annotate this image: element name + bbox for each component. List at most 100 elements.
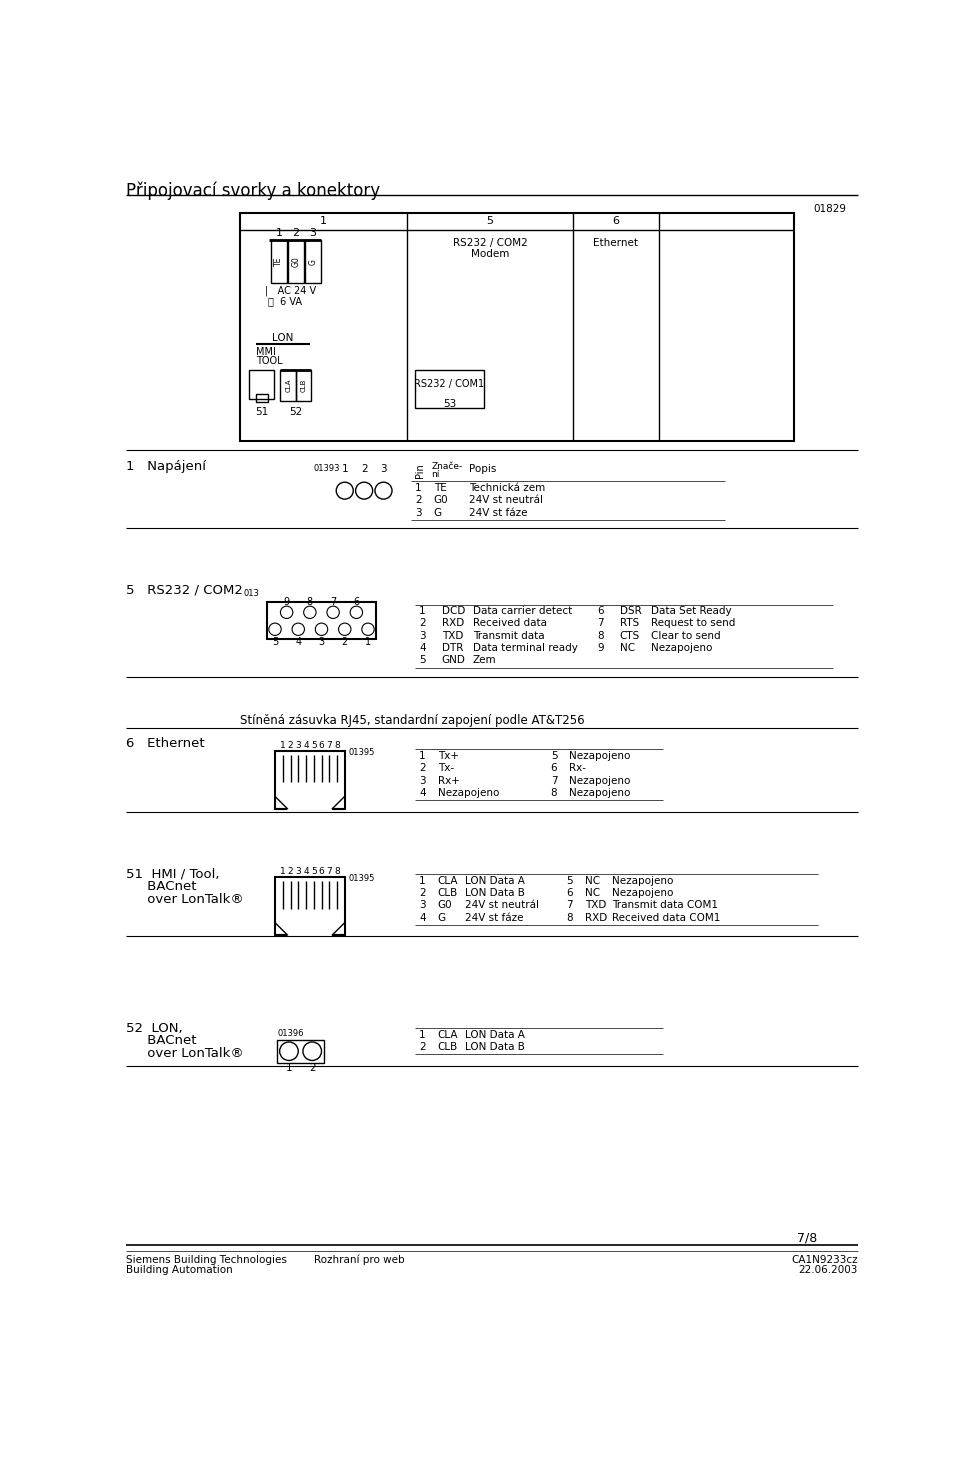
Text: TOOL: TOOL — [255, 356, 282, 366]
Text: 4: 4 — [419, 913, 425, 923]
Text: Rozhraní pro web: Rozhraní pro web — [314, 1254, 404, 1266]
Text: Received data: Received data — [472, 618, 546, 628]
Text: 1: 1 — [320, 216, 327, 226]
Text: 5: 5 — [311, 868, 317, 876]
Text: 1   Napájení: 1 Napájení — [126, 459, 206, 472]
Text: 2: 2 — [342, 637, 348, 647]
Text: Zem: Zem — [472, 656, 496, 665]
Text: 5   RS232 / COM2: 5 RS232 / COM2 — [126, 583, 243, 596]
Text: NC: NC — [585, 888, 600, 898]
Bar — [240, 213, 794, 440]
Text: 3: 3 — [296, 741, 301, 749]
Bar — [255, 395, 268, 402]
Text: 8: 8 — [334, 741, 340, 749]
Text: Building Automation: Building Automation — [126, 1264, 233, 1274]
Text: 24V st fáze: 24V st fáze — [465, 913, 523, 923]
Text: Ethernet: Ethernet — [593, 238, 638, 248]
Text: 7/8: 7/8 — [797, 1232, 818, 1244]
Text: G: G — [308, 258, 318, 264]
Text: CTS: CTS — [620, 631, 640, 642]
Text: 6   Ethernet: 6 Ethernet — [126, 738, 204, 749]
Text: Ⓣ  6 VA: Ⓣ 6 VA — [268, 296, 302, 306]
Text: 3: 3 — [419, 631, 425, 642]
Text: TXD: TXD — [585, 900, 607, 910]
Text: LON Data A: LON Data A — [465, 876, 525, 885]
Bar — [250, 370, 275, 399]
Text: MMI: MMI — [255, 347, 276, 357]
Text: ní: ní — [432, 469, 440, 478]
Text: Rx+: Rx+ — [438, 776, 460, 786]
Text: 1: 1 — [419, 607, 425, 617]
Text: Nezapojeno: Nezapojeno — [438, 787, 499, 798]
Text: CLB: CLB — [300, 379, 306, 392]
Text: LON Data B: LON Data B — [465, 1042, 525, 1053]
Text: 5: 5 — [551, 751, 558, 761]
Text: RXD: RXD — [442, 618, 464, 628]
Text: 5: 5 — [311, 741, 317, 749]
Text: 1: 1 — [419, 876, 425, 885]
Text: 1: 1 — [280, 868, 286, 876]
Text: 8: 8 — [551, 787, 558, 798]
Text: Data carrier detect: Data carrier detect — [472, 607, 572, 617]
Bar — [267, 602, 375, 639]
Text: CLB: CLB — [438, 888, 458, 898]
Text: Received data COM1: Received data COM1 — [612, 913, 721, 923]
Text: CLA: CLA — [438, 1029, 458, 1040]
Text: G: G — [434, 507, 442, 518]
Bar — [275, 751, 345, 809]
Text: 1: 1 — [280, 741, 286, 749]
Text: 8: 8 — [597, 631, 604, 642]
Text: 6: 6 — [612, 216, 619, 226]
Text: 4: 4 — [419, 787, 425, 798]
Text: 7: 7 — [326, 868, 332, 876]
Text: LON: LON — [272, 332, 294, 343]
Text: 1: 1 — [342, 464, 348, 474]
Text: 4: 4 — [303, 868, 309, 876]
Bar — [280, 370, 296, 401]
Text: 2: 2 — [309, 1063, 316, 1073]
Text: 6: 6 — [319, 741, 324, 749]
Text: 5: 5 — [419, 656, 425, 665]
Bar — [287, 796, 332, 811]
Text: 7: 7 — [566, 900, 573, 910]
Text: Nezapojeno: Nezapojeno — [651, 643, 712, 653]
Text: Stíněná zásuvka RJ45, standardní zapojení podle AT&T256: Stíněná zásuvka RJ45, standardní zapojen… — [240, 714, 585, 728]
Text: RS232 / COM2: RS232 / COM2 — [453, 238, 527, 248]
Bar — [288, 241, 303, 283]
Text: LON Data B: LON Data B — [465, 888, 525, 898]
Text: 3: 3 — [380, 464, 387, 474]
Text: 24V st neutrál: 24V st neutrál — [465, 900, 539, 910]
Text: 6: 6 — [551, 763, 558, 773]
Text: 8: 8 — [334, 868, 340, 876]
Text: Siemens Building Technologies: Siemens Building Technologies — [126, 1254, 287, 1264]
Text: Nezapojeno: Nezapojeno — [569, 776, 631, 786]
Text: RS232 / COM1: RS232 / COM1 — [415, 379, 485, 389]
Text: 7: 7 — [551, 776, 558, 786]
Text: 3: 3 — [296, 868, 301, 876]
Text: 4: 4 — [303, 741, 309, 749]
Text: CA1N9233cz: CA1N9233cz — [791, 1254, 858, 1264]
Text: Tx+: Tx+ — [438, 751, 459, 761]
Text: Data terminal ready: Data terminal ready — [472, 643, 578, 653]
Text: 52  LON,: 52 LON, — [126, 1022, 182, 1035]
Text: Znače-: Znače- — [432, 462, 463, 471]
Text: Modem: Modem — [470, 249, 509, 260]
Text: DTR: DTR — [442, 643, 463, 653]
Text: 4: 4 — [295, 637, 301, 647]
Bar — [305, 241, 321, 283]
Text: RTS: RTS — [620, 618, 639, 628]
Text: |   AC 24 V: | AC 24 V — [265, 286, 316, 296]
Text: 2: 2 — [288, 741, 294, 749]
Text: 01395: 01395 — [348, 748, 375, 757]
Text: Request to send: Request to send — [651, 618, 735, 628]
Text: 01395: 01395 — [348, 875, 375, 884]
Text: 01396: 01396 — [277, 1029, 303, 1038]
Text: Připojovací svorky a konektory: Připojovací svorky a konektory — [126, 181, 380, 200]
Text: G0: G0 — [434, 496, 448, 506]
Text: Tx-: Tx- — [438, 763, 454, 773]
Text: Transmit data COM1: Transmit data COM1 — [612, 900, 718, 910]
Text: 2: 2 — [288, 868, 294, 876]
Text: Nezapojeno: Nezapojeno — [612, 876, 674, 885]
Text: Nezapojeno: Nezapojeno — [612, 888, 674, 898]
Text: CLA: CLA — [285, 379, 291, 392]
